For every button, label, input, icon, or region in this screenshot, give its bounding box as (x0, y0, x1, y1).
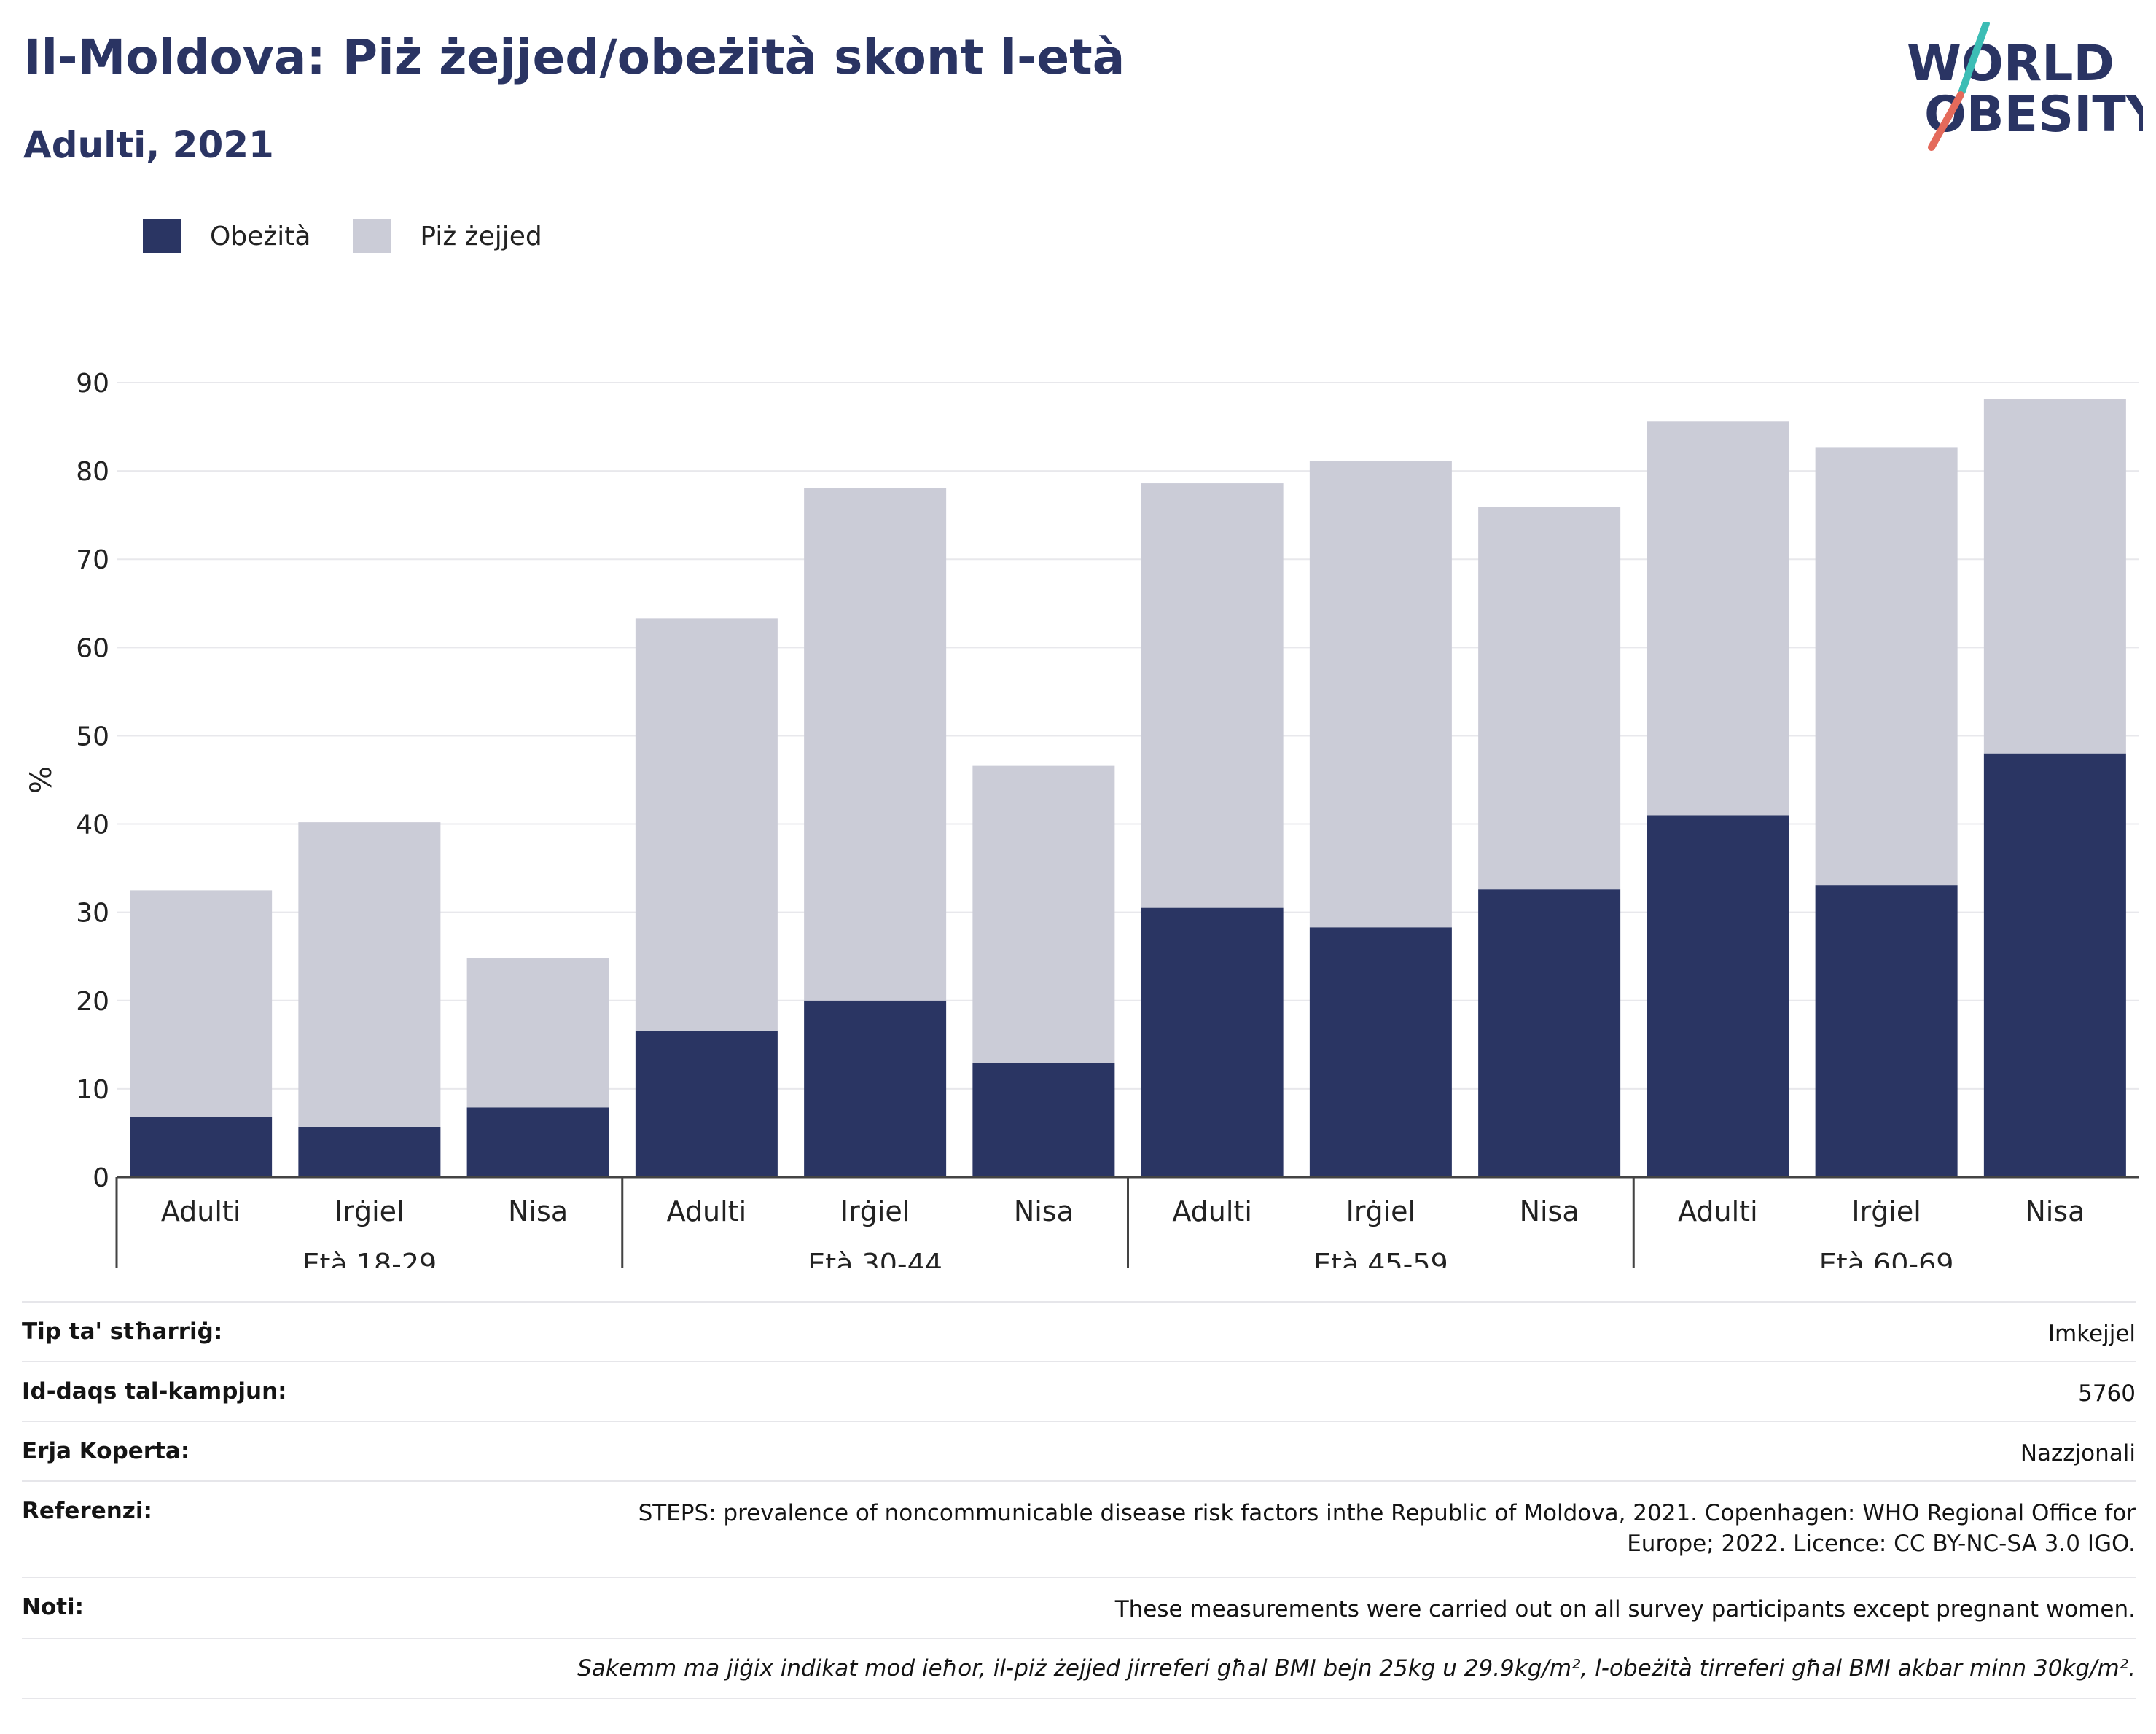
x-tick-label: Nisa (508, 1195, 568, 1227)
y-tick-label: 60 (76, 633, 109, 663)
footnote-text: Sakemm ma jiġix indikat mod ieħor, il-pi… (577, 1655, 2136, 1682)
info-value: 5760 (2078, 1380, 2136, 1407)
bar-obesity (1309, 927, 1452, 1177)
bar-overweight (466, 958, 609, 1108)
logo-slash-red (1928, 91, 1964, 151)
x-tick-label: Nisa (2025, 1195, 2085, 1227)
y-tick-label: 10 (76, 1075, 109, 1105)
bar-obesity (972, 1063, 1115, 1177)
x-tick-label: Irġiel (335, 1195, 404, 1227)
info-table: Tip ta' stħarriġ: Imkejjel Id-daqs tal-k… (22, 1301, 2136, 1699)
info-row-references: Referenzi: STEPS: prevalence of noncommu… (22, 1480, 2136, 1577)
group-label: Età 45-59 (1313, 1248, 1448, 1268)
bar-overweight (1647, 421, 1789, 816)
group-label: Età 18-29 (302, 1248, 437, 1268)
info-value: These measurements were carried out on a… (1114, 1596, 2136, 1622)
stacked-bar-chart: 0 10 20 30 40 50 60 70 80 90% Adulti Irġiel Nisa Età … (25, 369, 2139, 1268)
x-tick-label: Adulti (161, 1195, 241, 1227)
y-tick-label: 80 (76, 457, 109, 487)
legend-item-overweight[interactable]: Piż żejjed (353, 219, 542, 253)
legend-label-obesity: Obeżità (210, 221, 311, 251)
chart-subtitle: Adulti, 2021 (23, 124, 274, 166)
x-tick-label: Nisa (1014, 1195, 1074, 1227)
legend-item-obesity[interactable]: Obeżità (143, 219, 310, 253)
bar-overweight (1815, 447, 1958, 886)
legend-label-overweight: Piż żejjed (420, 221, 542, 251)
bar-overweight (972, 765, 1115, 1063)
bar-overweight (1478, 507, 1621, 890)
bar-obesity (298, 1126, 441, 1177)
info-row-sample-size: Id-daqs tal-kampjun: 5760 (22, 1361, 2136, 1421)
info-value: Nazzjonali (2020, 1440, 2136, 1467)
bar-obesity (635, 1030, 778, 1177)
bar-obesity (1815, 885, 1958, 1177)
y-tick-label: 20 (76, 987, 109, 1017)
chart-title: Il-Moldova: Piż żejjed/obeżità skont l-e… (23, 29, 1125, 85)
bar-obesity (466, 1107, 609, 1177)
info-row-area-covered: Erja Koperta: Nazzjonali (22, 1421, 2136, 1480)
y-tick-label: 0 (93, 1163, 109, 1193)
y-tick-label: 30 (76, 899, 109, 929)
bar-overweight (1141, 483, 1284, 908)
info-label: Referenzi: (22, 1498, 152, 1524)
group-label: Età 60-69 (1819, 1248, 1954, 1268)
bar-obesity (1647, 815, 1789, 1177)
x-tick-label: Irġiel (1346, 1195, 1415, 1227)
info-label: Tip ta' stħarriġ: (22, 1319, 223, 1345)
x-tick-label: Irġiel (1851, 1195, 1921, 1227)
bar-obesity (804, 1000, 947, 1177)
y-tick-label: 40 (76, 811, 109, 840)
y-tick-label: 70 (76, 545, 109, 575)
info-value: STEPS: prevalence of noncommunicable dis… (638, 1500, 2136, 1557)
bar-overweight (1309, 461, 1452, 928)
y-axis-label: % (25, 766, 58, 794)
group-label: Età 30-44 (808, 1248, 942, 1268)
y-tick-label: 90 (76, 369, 109, 399)
x-tick-label: Adulti (667, 1195, 747, 1227)
info-label: Id-daqs tal-kampjun: (22, 1378, 287, 1405)
bar-overweight (298, 822, 441, 1127)
legend-swatch-obesity (143, 219, 181, 253)
x-tick-label: Adulti (1172, 1195, 1252, 1227)
x-tick-label: Irġiel (840, 1195, 910, 1227)
bar-obesity (1141, 907, 1284, 1177)
info-label: Erja Koperta: (22, 1438, 190, 1464)
world-obesity-logo: WORLD OBESITY (1907, 22, 2143, 151)
legend: Obeżità Piż żejjed (143, 216, 585, 257)
logo-slash-teal (1958, 22, 1990, 95)
bar-overweight (130, 890, 273, 1117)
logo-line1: WORLD (1907, 35, 2114, 93)
bar-obesity (1983, 753, 2126, 1177)
x-tick-label: Nisa (1520, 1195, 1579, 1227)
bar-overweight (804, 488, 947, 1001)
bar-overweight (635, 618, 778, 1031)
y-tick-label: 50 (76, 722, 109, 751)
bar-obesity (130, 1117, 273, 1177)
legend-swatch-overweight (353, 219, 391, 253)
info-value: Imkejjel (2047, 1321, 2136, 1347)
bar-overweight (1983, 399, 2126, 754)
bar-obesity (1478, 889, 1621, 1177)
info-row-survey-type: Tip ta' stħarriġ: Imkejjel (22, 1301, 2136, 1361)
info-label: Noti: (22, 1594, 85, 1620)
footnote: Sakemm ma jiġix indikat mod ieħor, il-pi… (22, 1638, 2136, 1699)
info-row-notes: Noti: These measurements were carried ou… (22, 1577, 2136, 1638)
x-tick-label: Adulti (1678, 1195, 1758, 1227)
